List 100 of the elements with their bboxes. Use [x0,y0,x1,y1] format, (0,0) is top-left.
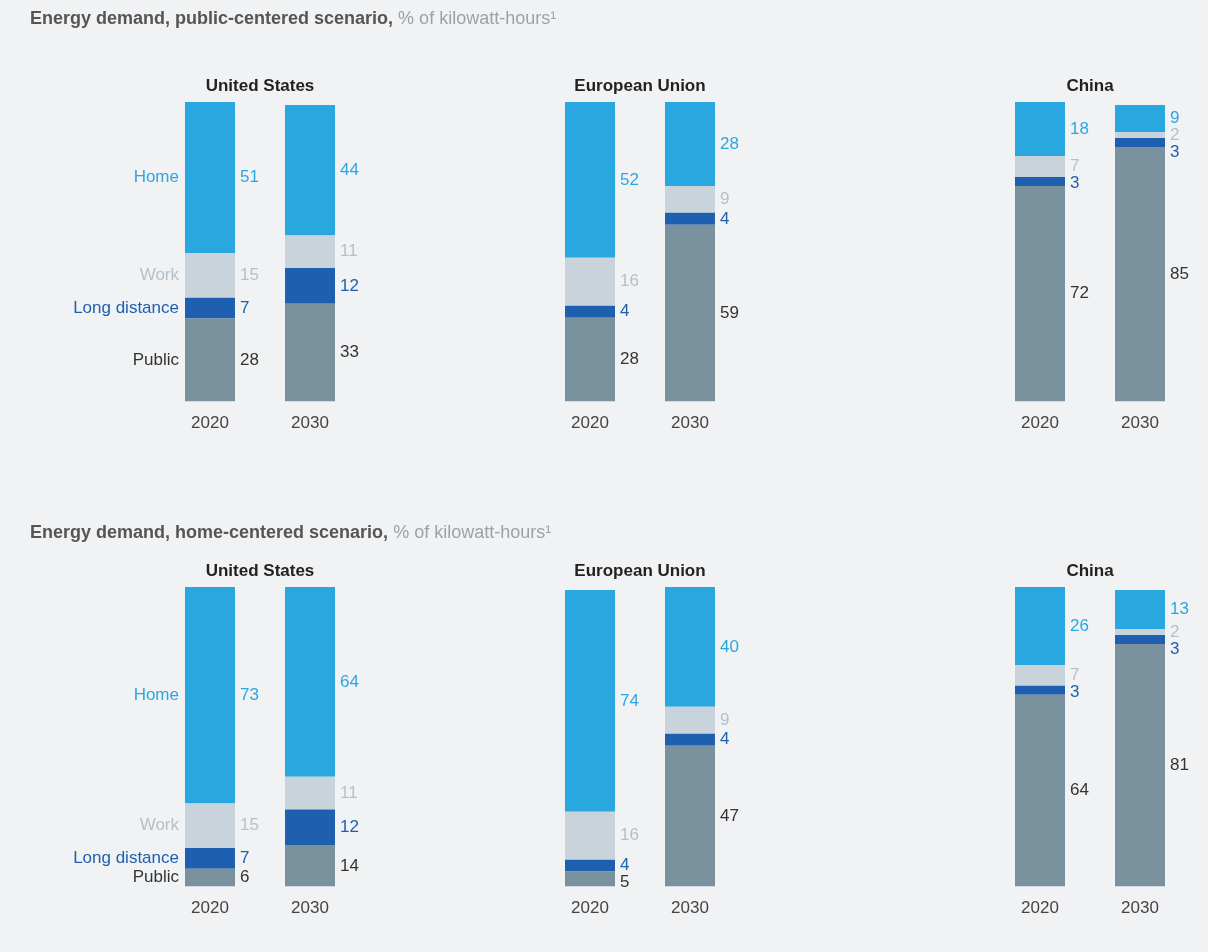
bar [285,104,335,236]
data-label: 73 [240,684,259,704]
bar [1115,131,1165,138]
bar [285,268,335,304]
bar [665,706,715,734]
data-label: 11 [340,782,358,802]
data-label: 26 [1070,615,1089,635]
data-label: 11 [340,241,358,261]
bar [665,212,715,225]
data-label: 7 [1070,156,1080,176]
data-label: 28 [620,349,639,369]
data-label: 12 [340,816,359,836]
series-label: Home [133,167,179,187]
data-label: 81 [1170,754,1189,774]
bar [285,235,335,269]
bar [185,803,235,849]
bar [565,102,615,258]
bar [665,185,715,213]
bar [1015,102,1065,156]
bar [565,811,615,860]
bar [1115,146,1165,402]
data-label: 6 [240,867,250,887]
bar [285,303,335,402]
chart-title: China [1066,561,1114,581]
bar [565,590,615,812]
bar [1115,137,1165,147]
bar [1015,176,1065,186]
x-tick-label: 2020 [1021,413,1059,433]
bar [185,102,235,254]
data-label: 9 [1170,108,1180,128]
data-label: 85 [1170,263,1189,283]
bar [285,845,335,887]
data-label: 51 [240,167,259,187]
data-label: 3 [1070,173,1080,193]
data-label: 2 [1170,621,1180,641]
bar [565,859,615,872]
data-label: 3 [1170,638,1180,658]
data-label: 12 [340,275,359,295]
series-label: Long distance [73,297,179,317]
x-tick-label: 2030 [1121,898,1159,918]
data-label: 4 [620,301,630,321]
series-label: Public [132,867,180,887]
chart-title: China [1066,76,1114,96]
bar [565,317,615,402]
data-label: 3 [1070,682,1080,702]
bar [1015,664,1065,686]
data-label: 13 [1170,599,1189,619]
text: Energy demand, home-centered scenario, % of kilowatt-hours¹ [30,522,552,542]
data-label: 40 [720,636,739,656]
bar [665,587,715,707]
data-label: 28 [240,349,259,369]
data-label: 16 [620,825,639,845]
text: Energy demand, public-centered scenario, % of kilowatt-hours¹ [30,8,557,28]
bar [185,253,235,298]
data-label: 2 [1170,125,1180,145]
data-label: 5 [620,872,630,892]
data-label: 28 [720,133,739,153]
data-label: 4 [620,855,630,875]
series-label: Home [133,684,179,704]
bar [285,587,335,777]
x-tick-label: 2030 [291,413,329,433]
data-label: 44 [340,159,359,179]
bar [1015,685,1065,695]
bar [1115,628,1165,635]
series-label: Long distance [73,848,179,868]
chart-title: European Union [574,561,706,581]
data-label: 9 [720,710,730,730]
data-label: 72 [1070,283,1089,303]
bar [565,257,615,306]
x-tick-label: 2020 [1021,898,1059,918]
data-label: 7 [240,848,250,868]
data-label: 33 [340,342,359,362]
bar [1115,643,1165,887]
bar [1115,105,1165,132]
data-label: 14 [340,855,359,875]
data-label: 16 [620,271,639,291]
x-tick-label: 2030 [1121,413,1159,433]
bar [565,871,615,887]
bar [665,733,715,746]
series-label: Work [139,815,180,835]
data-label: 59 [720,302,739,322]
chart-title: European Union [574,76,706,96]
data-label: 15 [240,815,259,835]
x-tick-label: 2030 [291,898,329,918]
data-label: 7 [1070,665,1080,685]
bar [185,587,235,804]
chart-title: United States [205,76,315,96]
data-label: 4 [720,208,730,228]
x-tick-label: 2030 [671,898,709,918]
bar [185,297,235,319]
bar [665,102,715,186]
bar [185,318,235,402]
data-label: 4 [720,729,730,749]
bar [1115,590,1165,629]
bar [1015,185,1065,402]
data-label: 7 [240,297,250,317]
data-label: 74 [620,690,639,710]
x-tick-label: 2020 [571,413,609,433]
bar [285,809,335,846]
data-label: 64 [1070,780,1089,800]
